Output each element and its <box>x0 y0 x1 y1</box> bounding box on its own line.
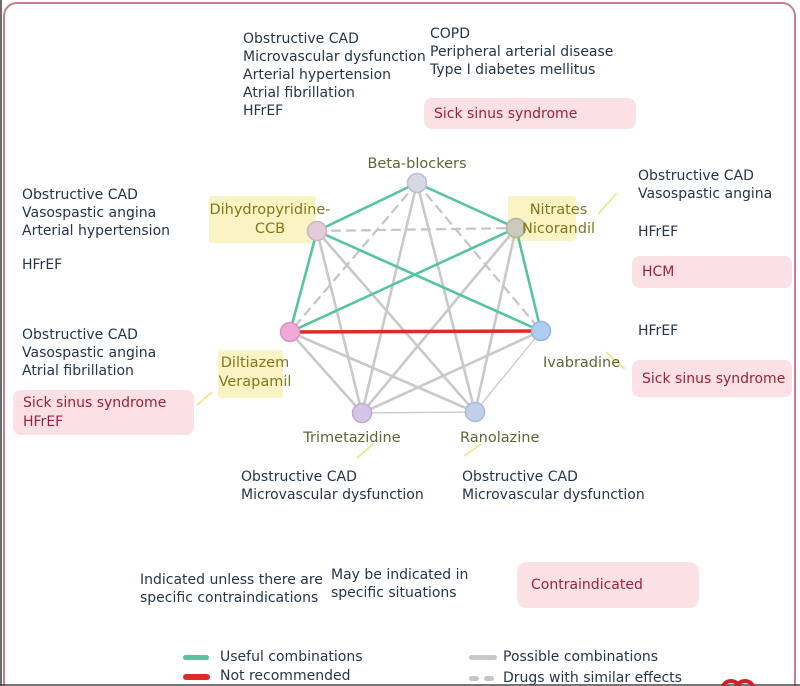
text-line: Obstructive CAD <box>638 168 754 184</box>
node-bb <box>406 172 428 194</box>
text-line: Obstructive CAD <box>241 469 357 485</box>
esc-heart-logo <box>720 679 756 686</box>
text-line: Microvascular dysfunction <box>462 487 645 503</box>
label-line: Verapamil <box>218 374 292 390</box>
edge-possible-bb-tri <box>360 181 419 415</box>
possible-combination-swatch <box>469 655 497 660</box>
node-label-ranolazine: Ranolazine <box>460 430 540 446</box>
node-label-trimetazidine: Trimetazidine <box>303 430 401 446</box>
text-line: Vasospastic angina <box>638 186 773 202</box>
edge-not_recommended-dil-iva <box>288 329 543 334</box>
label-line: Nitrates <box>529 202 588 218</box>
edge-useful-nit-dil <box>288 226 518 334</box>
text-line: Sick sinus syndrome <box>23 395 167 411</box>
text-line: Microvascular dysfunction <box>243 49 426 65</box>
text-line: Obstructive CAD <box>22 187 138 203</box>
useful-combination-swatch <box>183 655 209 660</box>
diltiazem-indications: Obstructive CAD Vasospastic angina Atrial … <box>22 326 156 380</box>
text-line: COPD <box>430 26 471 42</box>
text-line: Obstructive CAD <box>243 31 359 47</box>
contraindication-box-diltiazem: Sick sinus syndrome HFrEF <box>13 390 194 435</box>
nitrates-may-be-indicated: HFrEF <box>638 224 679 240</box>
text-line: HFrEF <box>23 414 64 430</box>
edge-possible-dil-ran <box>288 330 477 414</box>
diltiazem-label-highlight <box>218 350 283 398</box>
node-label-ivabradine: Ivabradine <box>543 355 621 371</box>
edge-possible-iva-ran <box>474 330 542 413</box>
trimetazidine-indications: Obstructive CAD Microvascular dysfunction <box>241 468 424 504</box>
edge-possible-iva-tri <box>360 329 543 415</box>
nitrates-indications: Obstructive CAD Vasospastic angina <box>638 167 772 203</box>
edge-possible-dhp-ran <box>315 229 477 414</box>
text-line: Peripheral arterial disease <box>430 44 614 60</box>
legend-similar-effects-label: Drugs with similar effects <box>503 670 682 686</box>
legend-line: Indicated unless there are <box>140 572 323 588</box>
text-line: Type I diabetes mellitus <box>430 62 596 78</box>
edge-possible-nit-tri <box>360 226 518 415</box>
not-recommended-swatch <box>183 674 210 680</box>
legend-line: May be indicated in <box>331 567 469 583</box>
text-line: Microvascular dysfunction <box>241 487 424 503</box>
text-line: HFrEF <box>243 103 284 119</box>
edge-useful-nit-iva <box>514 226 543 333</box>
video-edge-left <box>0 0 2 686</box>
label-line: Dihydropyridine- <box>209 202 331 218</box>
node-dil <box>279 321 301 343</box>
contraindication-text: Sick sinus syndrome <box>642 370 786 387</box>
video-edge-bottom <box>0 684 800 686</box>
text-line: Arterial hypertension <box>22 223 171 239</box>
node-iva <box>530 320 552 342</box>
node-ran <box>464 401 486 423</box>
legend-line: specific situations <box>331 585 457 601</box>
legend-line: specific contraindications <box>140 590 319 606</box>
edge-useful-dhp-iva <box>315 229 543 333</box>
label-line: Diltiazem <box>220 355 290 371</box>
legend-indicated: Indicated unless there are specific cont… <box>140 571 323 607</box>
contraindication-text: Sick sinus syndrome <box>434 105 578 122</box>
dhp-indications: Obstructive CAD Vasospastic angina Arteria… <box>22 186 170 240</box>
beta-blockers-cautions: COPD Peripheral arterial disease Type I di… <box>430 25 613 79</box>
similar-effects-swatch <box>469 676 479 681</box>
text-line: Atrial fibrillation <box>22 363 134 379</box>
edge-possible-bb-ran <box>415 181 477 414</box>
similar-effects-swatch <box>484 676 494 681</box>
legend-contraindicated-label: Contraindicated <box>531 577 643 593</box>
node-label-beta-blockers: Beta-blockers <box>367 156 467 172</box>
legend-contraindicated-badge: Contraindicated <box>517 562 699 608</box>
edge-useful-dhp-dil <box>288 229 319 334</box>
legend-useful-label: Useful combinations <box>220 649 363 665</box>
node-label-nitrates-nicorandil: Nitrates Nicorandil <box>496 201 621 239</box>
label-line: CCB <box>254 221 286 237</box>
text-line: Vasospastic angina <box>22 205 157 221</box>
contraindication-box-nitrates: HCM <box>632 256 792 288</box>
callout-line <box>196 391 213 406</box>
node-label-dihydropyridine-ccb: Dihydropyridine- CCB <box>190 201 350 239</box>
text-line: Vasospastic angina <box>22 345 157 361</box>
text-line: Arterial hypertension <box>243 67 392 83</box>
contraindication-box-beta-blockers: Sick sinus syndrome <box>424 98 636 129</box>
legend-not-recommended-label: Not recommended <box>220 668 351 684</box>
edge-possible-nit-ran <box>473 226 518 414</box>
edge-possible-tri-ran <box>361 411 476 414</box>
text-line: Atrial fibrillation <box>243 85 355 101</box>
beta-blockers-indications: Obstructive CAD Microvascular dysfunction… <box>243 30 426 120</box>
contraindication-box-ivabradine: Sick sinus syndrome <box>632 360 792 397</box>
ivabradine-may-be-indicated: HFrEF <box>638 323 679 339</box>
dhp-may-be-indicated: HFrEF <box>22 257 63 273</box>
label-line: Nicorandil <box>521 221 596 237</box>
ranolazine-indications: Obstructive CAD Microvascular dysfunction <box>462 468 645 504</box>
node-tri <box>351 402 373 424</box>
node-label-diltiazem-verapamil: Diltiazem Verapamil <box>200 354 310 392</box>
edge-possible-dhp-tri <box>315 229 364 415</box>
text-line: Obstructive CAD <box>462 469 578 485</box>
contraindication-text: HCM <box>642 264 675 280</box>
text-line: Obstructive CAD <box>22 327 138 343</box>
legend-possible-label: Possible combinations <box>503 649 659 665</box>
legend-may-be-indicated: May be indicated in specific situations <box>331 566 468 602</box>
